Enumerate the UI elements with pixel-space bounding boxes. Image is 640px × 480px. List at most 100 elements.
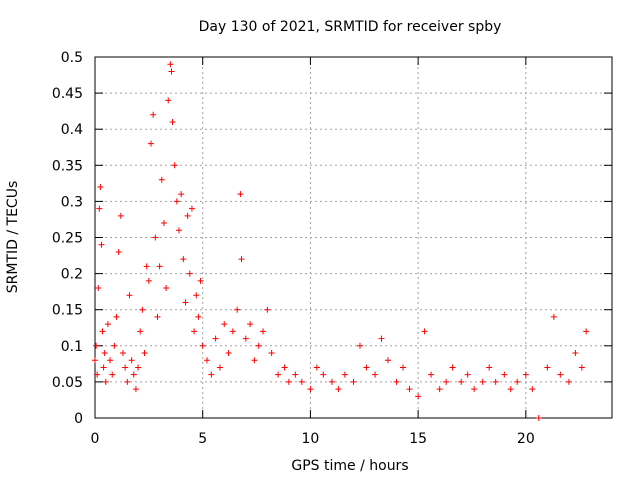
x-tick-label: 5: [198, 431, 207, 447]
data-point: [168, 68, 175, 75]
data-point: [275, 371, 282, 378]
data-point: [350, 378, 357, 385]
data-point: [298, 378, 305, 385]
data-point: [173, 198, 180, 205]
data-point: [393, 378, 400, 385]
data-point: [109, 371, 116, 378]
data-point: [251, 357, 258, 364]
data-point: [154, 313, 161, 320]
data-point: [126, 292, 133, 299]
data-point: [307, 386, 314, 393]
data-point: [443, 378, 450, 385]
chart-title: Day 130 of 2021, SRMTID for receiver spb…: [199, 19, 502, 35]
data-point: [428, 371, 435, 378]
data-point: [449, 364, 456, 371]
data-point: [191, 328, 198, 335]
data-point: [188, 205, 195, 212]
data-point: [320, 371, 327, 378]
data-point: [507, 386, 514, 393]
plot-frame: [94, 56, 613, 419]
data-point: [221, 321, 228, 328]
data-point: [268, 350, 275, 357]
data-point: [535, 415, 542, 421]
data-point: [101, 350, 108, 357]
data-point: [111, 342, 118, 349]
data-point: [550, 313, 557, 320]
data-point: [150, 111, 157, 118]
data-point: [113, 313, 120, 320]
data-point: [400, 364, 407, 371]
data-point: [384, 357, 391, 364]
data-point: [281, 364, 288, 371]
data-point: [94, 371, 101, 378]
data-point: [557, 371, 564, 378]
data-point: [238, 256, 245, 263]
data-point: [120, 350, 127, 357]
data-point: [99, 328, 106, 335]
data-point: [180, 256, 187, 263]
data-point: [193, 292, 200, 299]
data-points: [92, 61, 590, 421]
x-tick-label: 20: [517, 431, 535, 447]
data-point: [152, 234, 159, 241]
data-point: [212, 335, 219, 342]
data-point: [242, 335, 249, 342]
data-point: [583, 328, 590, 335]
y-axis-label: SRMTID / TECUs: [5, 181, 21, 294]
data-point: [313, 364, 320, 371]
data-point: [178, 191, 185, 198]
data-point: [169, 118, 176, 125]
data-point: [572, 350, 579, 357]
data-point: [98, 241, 105, 248]
data-point: [158, 176, 165, 183]
data-point: [255, 342, 262, 349]
data-point: [165, 97, 172, 104]
data-point: [458, 378, 465, 385]
y-tick-label: 0.3: [61, 194, 83, 210]
data-point: [143, 263, 150, 270]
data-point: [171, 162, 178, 169]
data-point: [341, 371, 348, 378]
data-point: [501, 371, 508, 378]
data-point: [95, 285, 102, 292]
data-point: [234, 306, 241, 313]
data-point: [186, 270, 193, 277]
data-point: [124, 378, 131, 385]
data-point: [97, 183, 104, 190]
data-point: [139, 306, 146, 313]
data-point: [471, 386, 478, 393]
data-point: [117, 212, 124, 219]
data-point: [464, 371, 471, 378]
data-point: [104, 321, 111, 328]
y-tick-label: 0.1: [61, 339, 83, 355]
x-tick-label: 10: [302, 431, 320, 447]
grid-lines: [95, 57, 612, 418]
data-point: [514, 378, 521, 385]
x-axis-label: GPS time / hours: [291, 458, 408, 474]
data-point: [486, 364, 493, 371]
data-point: [195, 313, 202, 320]
data-point: [421, 328, 428, 335]
data-point: [363, 364, 370, 371]
y-tick-label: 0.15: [52, 303, 83, 319]
data-point: [578, 364, 585, 371]
data-point: [96, 205, 103, 212]
data-point: [132, 386, 139, 393]
data-point: [107, 357, 114, 364]
data-point: [216, 364, 223, 371]
data-point: [356, 342, 363, 349]
data-point: [199, 342, 206, 349]
data-point: [378, 335, 385, 342]
data-point: [167, 61, 174, 68]
data-point: [436, 386, 443, 393]
data-point: [182, 299, 189, 306]
data-point: [93, 342, 100, 349]
data-point: [225, 350, 232, 357]
y-tick-label: 0.05: [52, 375, 83, 391]
data-point: [406, 386, 413, 393]
x-tick-label: 15: [409, 431, 427, 447]
data-point: [163, 285, 170, 292]
y-tick-label: 0.5: [61, 50, 83, 66]
data-point: [115, 248, 122, 255]
